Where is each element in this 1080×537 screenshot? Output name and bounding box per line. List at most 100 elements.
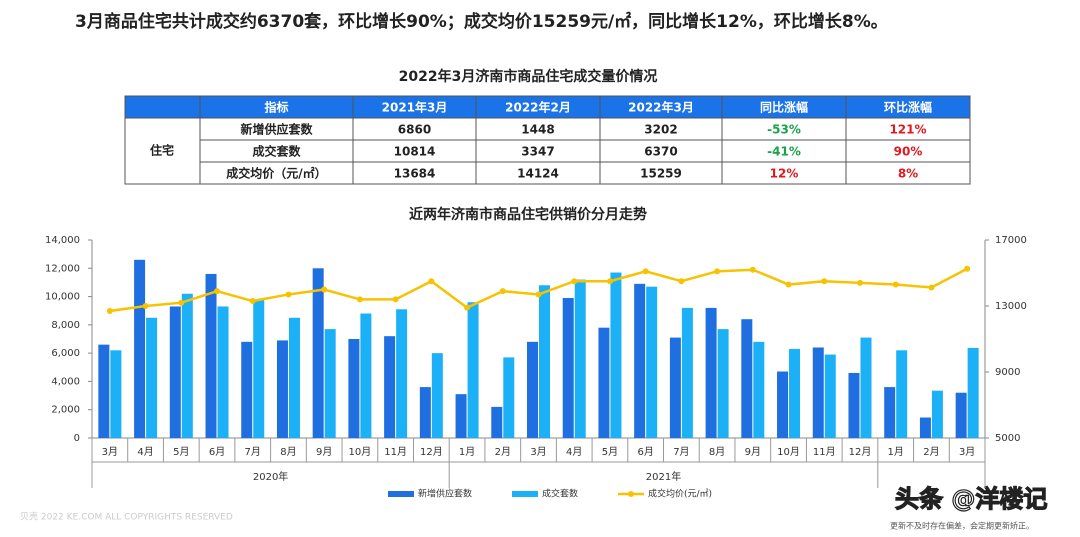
price-point [356,296,363,303]
table-cell: 3202 [644,123,677,137]
x-tick-label: 8月 [280,446,296,458]
price-point [285,291,292,298]
bar [634,283,646,438]
chart-title: 近两年济南市商品住宅供销价分月走势 [409,206,647,223]
bar [134,259,146,438]
group-label: 2020年 [253,470,288,483]
table-cell: 成交套数 [252,144,301,159]
bar [419,387,431,438]
bar [610,272,622,438]
table-header-cell: 2022年2月 [505,100,571,115]
watermark: 头条 @洋楼记 [895,485,1047,513]
bar [574,279,586,438]
table-header-cell: 2021年3月 [382,100,448,115]
bar [431,353,443,438]
bar [598,327,610,438]
bar [789,348,801,438]
x-tick-label: 2月 [495,446,511,458]
price-point [321,286,328,293]
x-tick-label: 5月 [602,446,618,458]
bar [467,302,479,438]
price-point [821,278,828,285]
y-tick-label: 0 [74,433,80,444]
price-point [892,281,899,288]
table-cell: 6370 [644,145,677,159]
x-tick-label: 3月 [959,446,975,458]
legend-label: 新增供应套数 [418,488,472,500]
table-title: 2022年3月济南市商品住宅成交量价情况 [399,68,658,85]
x-tick-label: 1月 [459,446,475,458]
table-cell: 90% [894,145,923,159]
table-cell: 新增供应套数 [240,122,313,137]
bar [348,339,360,438]
bar [812,347,824,438]
table-header-bg [125,96,970,118]
bar [884,387,896,438]
bar [312,268,324,438]
x-tick-label: 1月 [888,446,904,458]
table-cell: 13684 [394,167,436,181]
bar [110,350,122,438]
bar [896,350,908,438]
legend-swatch [628,491,634,497]
x-tick-label: 5月 [173,446,189,458]
table-cell: 成交均价（元/㎡） [226,166,326,181]
y-tick-label: 6,000 [51,348,80,359]
price-point [606,278,613,285]
y-tick-label: 2,000 [51,405,80,416]
bar [491,406,503,438]
bar [753,341,765,438]
y-tick-label: 12,000 [45,263,80,274]
y-tick-label: 14,000 [45,235,80,246]
table-header-cell: 指标 [264,100,288,115]
bar [539,285,550,438]
bar [967,347,979,438]
x-tick-label: 11月 [813,446,836,458]
bar [455,394,467,438]
y-tick-label: 4,000 [51,376,80,387]
bar [646,286,658,438]
bar [396,309,408,438]
legend-label: 成交均价(元/㎡) [648,488,712,500]
price-point [642,268,649,275]
bar [276,340,288,438]
bar [241,341,253,438]
bar [777,371,789,438]
price-point [964,265,971,272]
x-tick-label: 2月 [923,446,939,458]
group-label: 2021年 [646,470,681,483]
price-point [928,284,935,291]
table-cell: 14124 [517,167,559,181]
price-line [109,267,968,313]
legend-swatch [512,491,538,497]
table-cell: 8% [898,167,918,181]
copyright: 贝壳 2022 KE.COM ALL COPYRIGHTS RESERVED [20,511,233,523]
table-cell: -41% [767,145,801,159]
y2-tick-label: 5000 [995,433,1020,444]
price-point [464,304,471,311]
legend-swatch [388,491,414,497]
table-header-cell: 环比涨幅 [884,100,932,115]
y-tick-label: 8,000 [51,320,80,331]
bar [919,417,931,438]
price-point [678,278,685,285]
table-group: 住宅 [150,143,174,158]
x-tick-label: 7月 [245,446,261,458]
x-tick-label: 8月 [709,446,725,458]
price-point [785,281,792,288]
x-tick-label: 6月 [637,446,653,458]
bar [741,319,753,438]
x-tick-label: 3月 [102,446,118,458]
bar [931,390,943,438]
table-cell: 121% [889,123,926,137]
bar [217,306,229,438]
bar [717,329,729,438]
bar [705,307,717,438]
price-point [214,288,221,295]
table-header-cell: 同比涨幅 [760,100,808,115]
x-tick-label: 9月 [745,446,761,458]
x-tick-label: 6月 [209,446,225,458]
x-tick-label: 11月 [384,446,407,458]
bar [503,357,515,438]
